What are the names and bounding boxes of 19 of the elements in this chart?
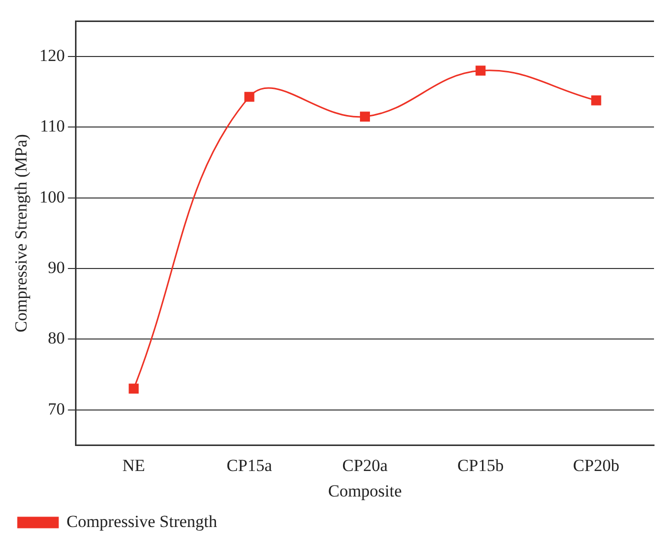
- point: [128, 384, 139, 394]
- y-tick-label: 100: [39, 187, 65, 206]
- legend-label: Compressive Strength: [66, 512, 218, 531]
- y-tick-label: 70: [48, 399, 65, 418]
- y-axis-title: Compressive Strength (MPa): [12, 134, 31, 332]
- point: [476, 66, 486, 76]
- y-tick-label: 80: [48, 328, 65, 348]
- y-tick-label: 120: [39, 46, 65, 65]
- y-tick-label: 90: [48, 258, 65, 277]
- point: [360, 112, 370, 122]
- x-axis-title: Composite: [328, 481, 402, 500]
- y-tick-label: 110: [40, 116, 65, 136]
- x-tick-label: NE: [122, 456, 146, 475]
- point: [244, 92, 254, 102]
- point: [591, 95, 602, 106]
- x-tick-label: CP20b: [573, 456, 620, 475]
- x-tick-label: CP15a: [226, 456, 272, 475]
- x-tick-label: CP20a: [342, 456, 388, 475]
- x-tick-label: CP15b: [457, 456, 504, 475]
